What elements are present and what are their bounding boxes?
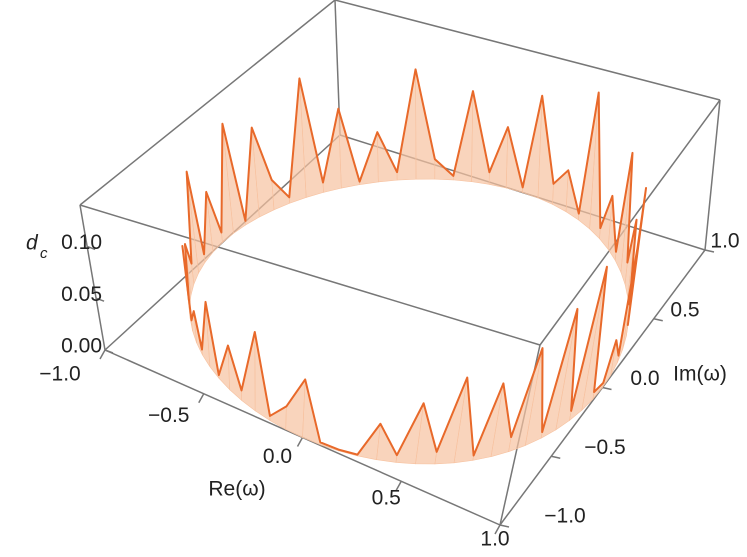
z-tick-label: 0.05: [61, 283, 102, 306]
x-tick-label: 0.0: [263, 445, 292, 468]
x-tick: [494, 524, 501, 535]
box-edge: [704, 99, 721, 251]
y-tick: [704, 249, 715, 253]
area-segment: [322, 108, 342, 193]
z-tick-label: 0.00: [61, 335, 102, 358]
area-segment: [241, 331, 256, 412]
z-tick: [95, 297, 105, 302]
x-tick: [296, 437, 304, 447]
y-tick: [602, 386, 612, 391]
z-tick: [86, 245, 96, 251]
z-axis-label-subscript: c: [40, 245, 48, 262]
x-tick-label: −0.5: [148, 404, 189, 427]
x-tick: [395, 480, 402, 491]
box-edge: [79, 204, 541, 346]
x-tick-label: 1.0: [480, 528, 509, 551]
y-tick: [499, 524, 510, 528]
area-segment: [565, 170, 580, 221]
x-tick: [198, 393, 205, 404]
data-line: [181, 68, 648, 457]
y-tick-label: 1.0: [710, 230, 739, 253]
y-tick: [653, 318, 663, 322]
x-axis-label: Re(ω): [208, 478, 265, 501]
area-segment: [471, 91, 490, 185]
z-tick: [104, 349, 114, 354]
z-axis-label: d: [26, 232, 39, 255]
area-segment: [285, 378, 306, 438]
y-tick-label: −0.5: [584, 436, 625, 459]
x-tick-label: −1.0: [39, 363, 80, 386]
x-tick-label: 0.5: [372, 486, 401, 509]
x-tick: [99, 349, 106, 360]
box-edge: [334, 0, 721, 101]
area-segment: [376, 422, 398, 463]
box-edge: [79, 0, 336, 206]
y-tick-label: 0.5: [670, 298, 699, 321]
y-axis-label: Im(ω): [673, 363, 727, 386]
box-edge: [79, 204, 106, 351]
z-tick-label: 0.10: [61, 231, 102, 254]
area-segment: [505, 127, 523, 193]
y-tick: [551, 455, 561, 459]
y-tick-label: 0.0: [630, 367, 659, 390]
y-tick-label: −1.0: [544, 505, 585, 528]
